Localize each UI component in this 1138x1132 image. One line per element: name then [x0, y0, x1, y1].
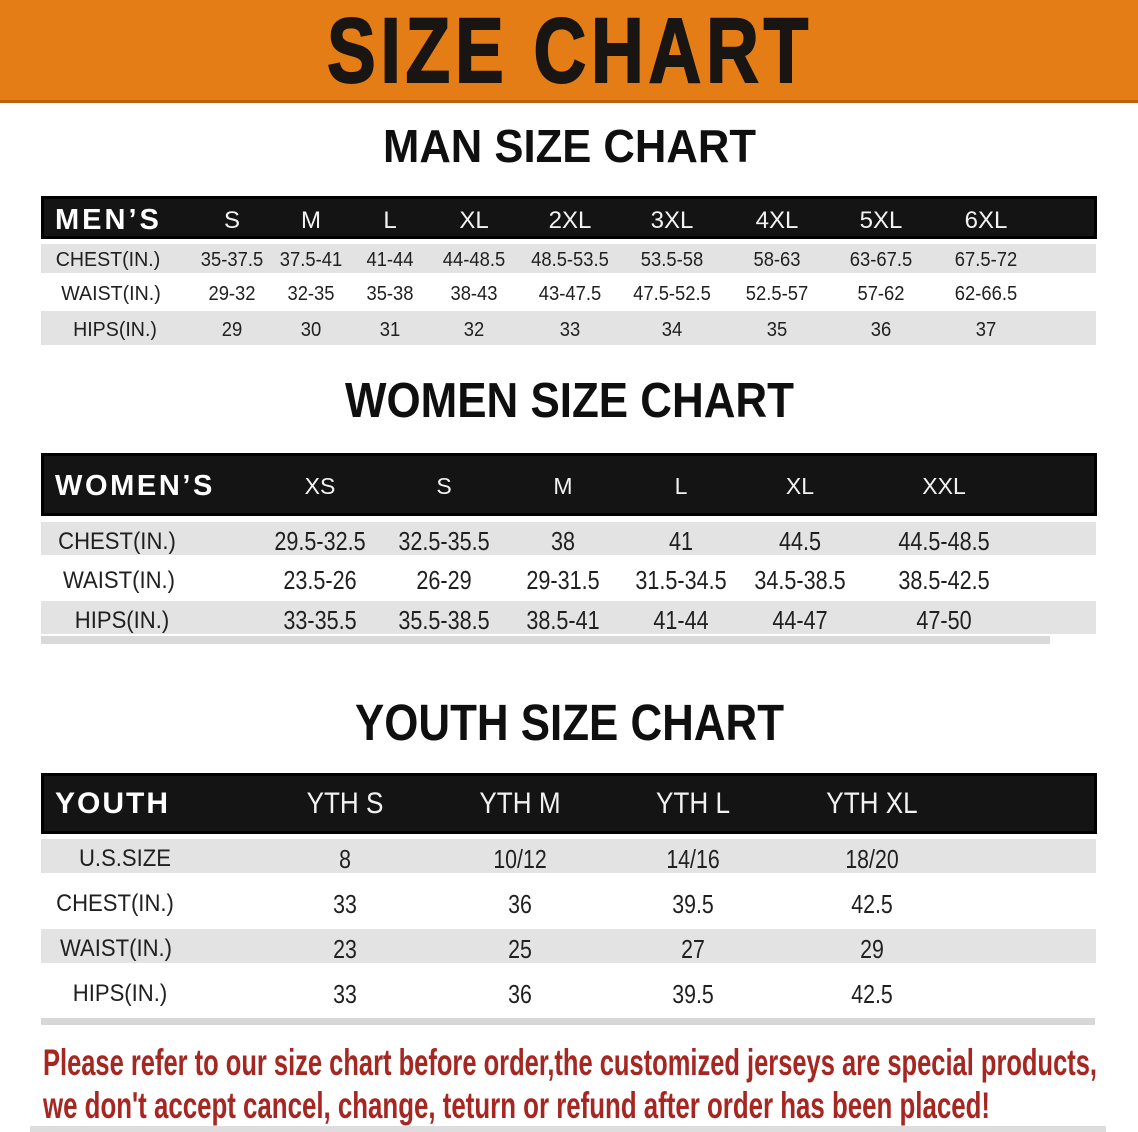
svg-text:SIZE CHART: SIZE CHART [327, 0, 813, 102]
svg-text:we don't accept cancel, change: we don't accept cancel, change, teturn o… [42, 1084, 990, 1126]
svg-text:MAN SIZE CHART: MAN SIZE CHART [383, 120, 756, 172]
svg-text:Please refer to our size chart: Please refer to our size chart before or… [43, 1041, 1097, 1083]
svg-text:YOUTH SIZE CHART: YOUTH SIZE CHART [355, 694, 784, 751]
svg-text:WOMEN SIZE CHART: WOMEN SIZE CHART [345, 374, 794, 428]
